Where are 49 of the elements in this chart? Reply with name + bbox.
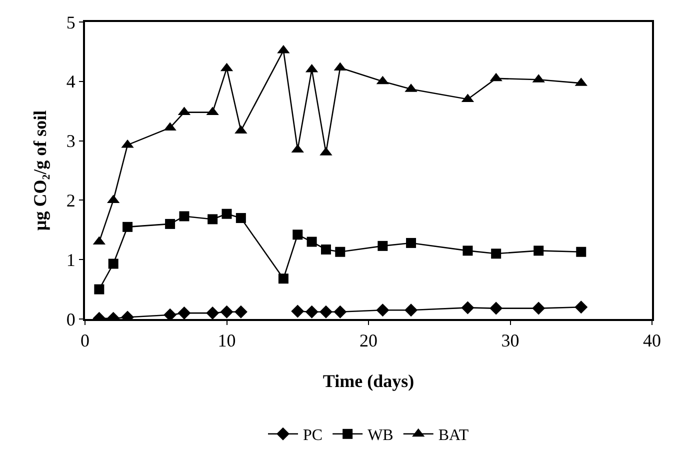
point: [376, 304, 390, 317]
x-axis-title: Time (days): [322, 371, 414, 392]
point: [461, 301, 474, 314]
x-tick-label: 0: [80, 330, 90, 351]
point: [222, 208, 232, 219]
y-tick-label: 5: [66, 12, 76, 32]
point: [292, 230, 303, 240]
y-tick-label: 3: [66, 131, 76, 152]
point: [236, 213, 246, 224]
point: [291, 304, 304, 318]
x-tick-label: 40: [643, 330, 661, 351]
y-tick-label: 1: [66, 250, 76, 270]
point: [378, 240, 388, 251]
point: [406, 238, 416, 248]
point: [206, 306, 220, 319]
point: [534, 246, 544, 256]
point: [462, 246, 473, 256]
point: [491, 248, 502, 259]
point: [320, 244, 331, 254]
point: [208, 214, 218, 224]
point: [305, 305, 318, 318]
x-tick-label: 30: [501, 330, 520, 351]
legend-label: BAT: [438, 427, 469, 444]
y-axis-title: µg CO₂/g of soil: [30, 110, 50, 231]
point: [576, 246, 586, 257]
y-tick-label: 4: [66, 72, 76, 92]
point: [234, 305, 248, 318]
point: [490, 302, 503, 315]
point: [165, 218, 176, 229]
point: [306, 236, 317, 247]
point: [319, 305, 332, 318]
point: [220, 305, 234, 318]
point: [179, 211, 190, 222]
legend-label: PC: [303, 427, 323, 444]
point: [334, 305, 347, 318]
point: [278, 274, 288, 284]
point: [574, 300, 588, 314]
y-tick-label: 2: [66, 190, 76, 210]
point: [108, 258, 118, 269]
point: [532, 302, 546, 315]
point: [178, 306, 191, 319]
point: [122, 222, 133, 232]
x-tick-label: 20: [360, 330, 378, 351]
point: [94, 284, 104, 294]
point: [335, 246, 346, 257]
x-tick-label: 10: [218, 330, 236, 351]
y-tick-label: 0: [66, 309, 76, 330]
point: [404, 304, 418, 317]
legend-label: WB: [368, 427, 394, 444]
